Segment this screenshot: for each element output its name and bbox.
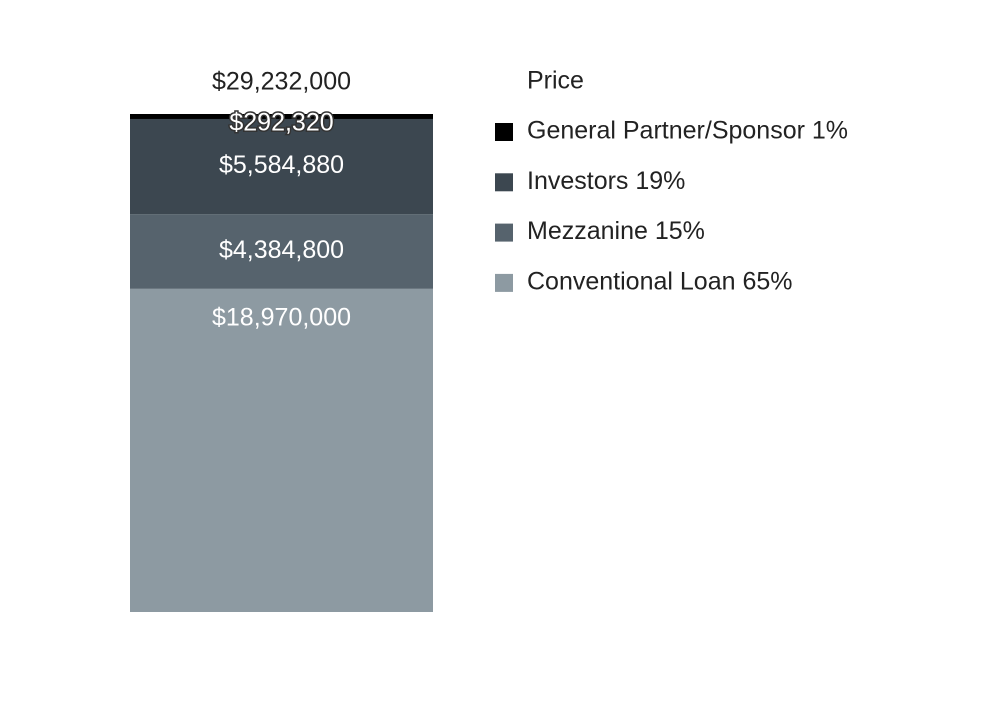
data-label: $5,584,880 — [219, 151, 344, 179]
data-label: $292,320 — [229, 109, 333, 137]
legend-title: Price — [527, 67, 584, 95]
data-label: $4,384,800 — [219, 236, 344, 264]
bar-segment — [130, 118, 433, 215]
legend-swatch — [495, 173, 513, 192]
legend-label: Mezzanine 15% — [527, 217, 705, 245]
legend-swatch — [495, 223, 513, 242]
legend-label: Investors 19% — [527, 167, 685, 195]
bar-segment — [130, 214, 433, 289]
data-label: $18,970,000 — [212, 303, 351, 331]
legend-label: Conventional Loan 65% — [527, 268, 792, 296]
bar-segment — [130, 114, 433, 119]
total-label: $29,232,000 — [212, 68, 351, 96]
legend-swatch — [495, 123, 513, 141]
bar-segment — [130, 288, 433, 612]
legend-label: General Partner/Sponsor 1% — [527, 117, 848, 145]
legend-swatch — [495, 273, 513, 292]
